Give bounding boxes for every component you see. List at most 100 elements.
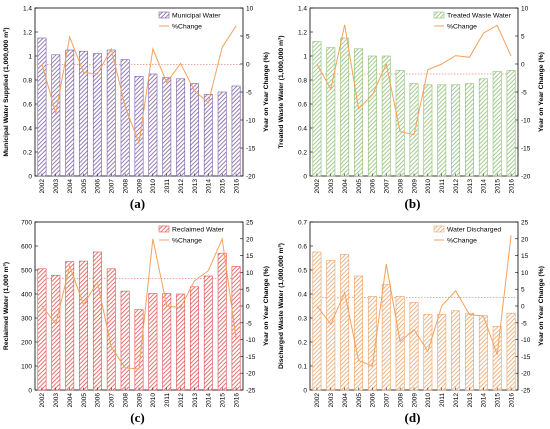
x-tick-label: 2011 — [439, 179, 446, 193]
x-tick-label: 2009 — [411, 393, 418, 408]
y-axis-label: Discharged Waste Water (1,000,000 m³) — [278, 243, 285, 369]
y2-tick-label: 10 — [246, 270, 254, 277]
x-tick-label: 2003 — [328, 179, 335, 194]
x-tick-label: 2015 — [220, 393, 227, 408]
y2-tick-label: -5 — [521, 320, 527, 327]
x-tick-label: 2016 — [508, 393, 515, 408]
bar — [381, 284, 391, 391]
chart-svg-b: 0 0.2 0.4 0.6 0.8 1 1.2 1.4 -20 -15 -10 -5 0 5 10 2002 2… — [278, 6, 545, 194]
bar — [37, 37, 47, 177]
y2-tick-label: 25 — [521, 220, 529, 227]
y-tick-label: 0.2 — [298, 150, 307, 157]
bar — [79, 260, 88, 391]
y-tick-label: 0.8 — [298, 78, 307, 85]
bar — [340, 37, 350, 177]
x-tick-label: 2012 — [453, 179, 460, 194]
legend-swatch-bars — [433, 11, 445, 19]
y-tick-label: 0.4 — [298, 126, 307, 133]
x-tick-label: 2005 — [81, 179, 88, 194]
legend-label-line: %Change — [172, 238, 202, 245]
y2-tick-label: 15 — [246, 253, 254, 260]
y-tick-label: 700 — [21, 220, 32, 227]
bar — [326, 260, 336, 391]
x-tick-label: 2005 — [356, 179, 363, 194]
y2-tick-label: -10 — [521, 337, 531, 344]
legend-label-line: %Change — [172, 24, 202, 31]
bar — [367, 55, 377, 177]
y-axis-label: Treated Waste Water (1,000,000 m³) — [278, 35, 285, 148]
bar — [37, 268, 47, 391]
legend-swatch-bars — [433, 225, 445, 233]
bar — [65, 261, 75, 391]
x-tick-label: 2010 — [425, 179, 432, 194]
legend-label-bars: Water Discharged — [447, 227, 501, 234]
y2-tick-label: -20 — [521, 371, 531, 378]
x-tick-label: 2009 — [136, 179, 143, 194]
y-tick-label: 1 — [303, 54, 307, 61]
x-tick-label: 2016 — [233, 393, 240, 408]
x-tick-label: 2003 — [53, 179, 60, 194]
y2-axis-label: Year on Year Change (%) — [538, 52, 545, 132]
bar — [506, 70, 516, 177]
bar — [340, 254, 350, 391]
x-tick-label: 2010 — [150, 393, 157, 408]
y2-tick-label: 25 — [246, 220, 254, 227]
y-tick-label: 100 — [21, 364, 32, 371]
y-tick-label: 0.2 — [23, 150, 32, 157]
bar — [176, 78, 186, 177]
legend-label-bars: Municipal Water — [172, 13, 221, 20]
x-tick-label: 2012 — [178, 179, 185, 194]
x-tick-label: 2007 — [384, 179, 391, 194]
bar — [106, 49, 116, 177]
x-tick-label: 2004 — [67, 179, 74, 194]
x-tick-label: 2006 — [370, 393, 377, 408]
y2-tick-label: 0 — [246, 62, 250, 69]
y2-tick-label: 5 — [521, 34, 525, 41]
bar — [190, 83, 199, 177]
x-tick-label: 2013 — [467, 179, 474, 194]
x-tick-label: 2011 — [164, 179, 171, 193]
y2-tick-label: 15 — [521, 253, 529, 260]
bar — [492, 326, 502, 391]
x-tick-label: 2007 — [109, 179, 116, 194]
y-tick-label: 0 — [28, 174, 32, 181]
bar — [203, 275, 213, 391]
x-tick-label: 2008 — [122, 393, 129, 408]
y-tick-label: 300 — [21, 316, 32, 323]
bar — [148, 293, 158, 391]
bar — [203, 94, 213, 177]
panel-label-b: (b) — [404, 196, 421, 211]
x-tick-label: 2004 — [67, 393, 74, 408]
x-tick-label: 2009 — [136, 393, 143, 408]
bar — [120, 59, 130, 177]
bar — [106, 268, 116, 391]
bar — [451, 84, 461, 177]
y2-tick-label: -15 — [246, 146, 256, 153]
x-tick-label: 2002 — [39, 393, 46, 408]
y-axis-label: Reclaimed Water (1,000 m³) — [3, 262, 10, 350]
x-tick-label: 2005 — [356, 393, 363, 408]
y2-tick-label: -10 — [521, 118, 531, 125]
y-tick-label: 0.8 — [23, 78, 32, 85]
bar — [231, 266, 241, 391]
y-tick-label: 1.4 — [298, 6, 307, 13]
bar — [437, 84, 447, 177]
x-tick-label: 2013 — [467, 393, 474, 408]
bar — [451, 310, 461, 391]
x-tick-label: 2008 — [397, 393, 404, 408]
bar — [65, 49, 75, 177]
x-tick-label: 2006 — [95, 179, 102, 194]
y2-tick-label: -15 — [521, 354, 531, 361]
bar — [162, 293, 172, 391]
y-tick-label: 0 — [28, 388, 32, 395]
x-tick-label: 2015 — [495, 179, 502, 194]
y2-tick-label: -15 — [521, 146, 531, 153]
bar — [217, 91, 227, 177]
bar — [492, 71, 502, 177]
bar — [465, 83, 474, 177]
y2-tick-label: -15 — [246, 354, 256, 361]
x-tick-label: 2014 — [481, 393, 488, 408]
y2-tick-label: -20 — [521, 174, 531, 181]
legend-label-line: %Change — [447, 24, 477, 31]
y2-tick-label: -5 — [521, 90, 527, 97]
